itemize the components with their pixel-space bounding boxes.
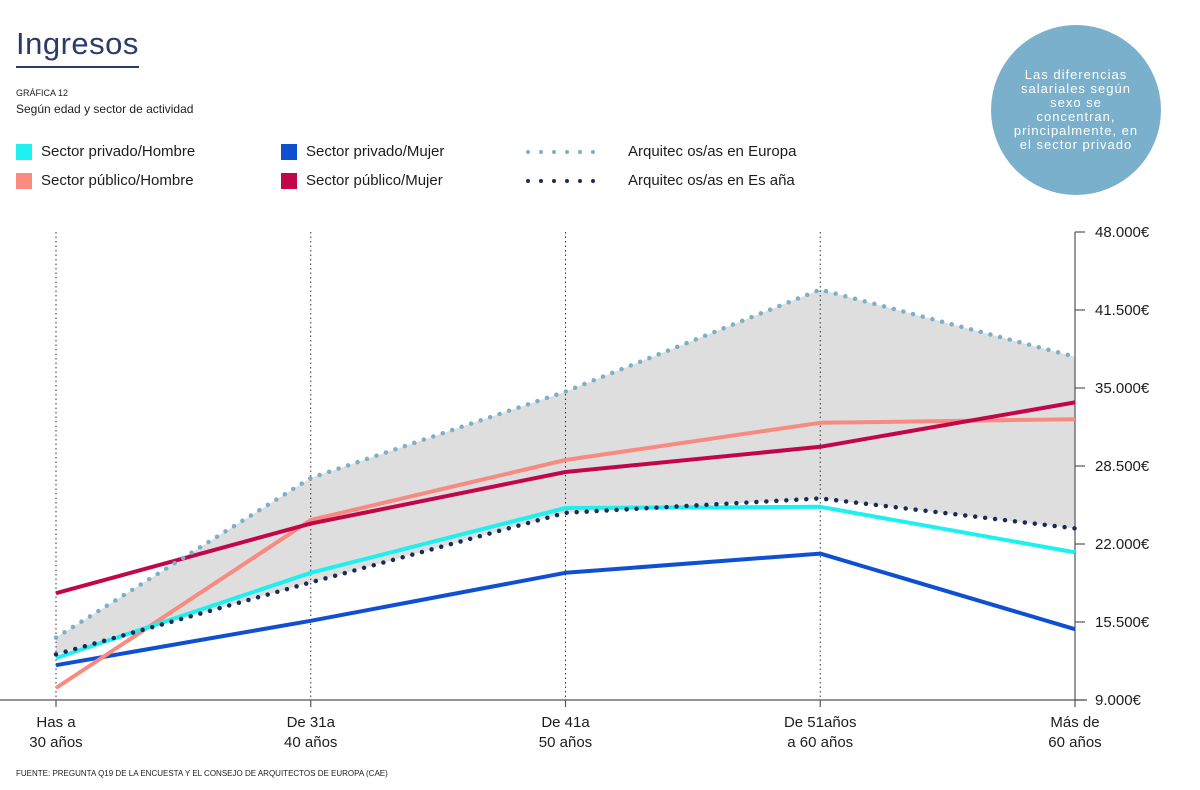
legend-item-publico-hombre[interactable]: Sector público/Hombre: [16, 172, 194, 189]
y-tick-label-5: 15.500€: [1095, 614, 1150, 631]
legend-label-privado-mujer: Sector privado/Mujer: [306, 143, 445, 160]
legend-dots-europa: [526, 149, 606, 154]
legend-swatch-privado-mujer: [281, 143, 297, 160]
x-category-label-0: Has a 30 años: [29, 714, 82, 751]
y-tick-label-1: 41.500€: [1095, 302, 1150, 319]
legend-dots-espana: [526, 178, 606, 183]
page-title: Ingresos: [16, 26, 139, 68]
y-tick-label-6: 9.000€: [1095, 692, 1142, 709]
callout-bubble: Las diferencias salariales según sexo se…: [991, 25, 1161, 195]
y-axis: 48.000€ 41.500€ 35.000€ 28.500€ 22.000€ 15.50…: [0, 224, 1150, 709]
legend-item-europa[interactable]: Arquitec os/as en Europa: [526, 143, 796, 160]
legend-label-publico-mujer: Sector público/Mujer: [306, 172, 443, 189]
x-category-label-4: Más de 60 años: [1048, 714, 1101, 751]
legend-label-privado-hombre: Sector privado/Hombre: [41, 143, 196, 160]
callout-text: Las diferencias salariales según sexo se…: [1013, 67, 1139, 152]
legend-item-privado-hombre[interactable]: Sector privado/Hombre: [16, 143, 195, 160]
x-category-label-3: De 51años a 60 años: [784, 714, 857, 751]
x-category-label-1: De 31a 40 años: [284, 714, 337, 751]
legend-label-europa: Arquitec os/as en Europa: [628, 143, 797, 160]
y-tick-label-0: 48.000€: [1095, 224, 1150, 241]
chart-subtitle: Según edad y sector de actividad: [16, 102, 194, 116]
legend-label-espana: Arquitec os/as en Es aña: [628, 172, 795, 189]
legend-item-publico-mujer[interactable]: Sector público/Mujer: [281, 172, 443, 189]
legend-label-publico-hombre: Sector público/Hombre: [41, 172, 194, 189]
chart-number-label: GRÁFICA 12: [16, 88, 69, 98]
x-category-label-2: De 41a 50 años: [539, 714, 592, 751]
series-layer: [53, 287, 1078, 690]
legend-swatch-publico-mujer: [281, 172, 297, 189]
y-tick-label-3: 28.500€: [1095, 458, 1150, 475]
source-note: FUENTE: PREGUNTA Q19 DE LA ENCUESTA Y EL…: [16, 769, 388, 778]
legend-swatch-publico-hombre: [16, 172, 32, 189]
legend-item-privado-mujer[interactable]: Sector privado/Mujer: [281, 143, 444, 160]
y-tick-label-2: 35.000€: [1095, 380, 1150, 397]
y-tick-label-4: 22.000€: [1095, 536, 1150, 553]
legend-swatch-privado-hombre: [16, 143, 32, 160]
legend-item-espana[interactable]: Arquitec os/as en Es aña: [526, 172, 795, 189]
x-axis-labels: Has a 30 años De 31a 40 años De 41a 50 años De…: [29, 714, 1101, 751]
